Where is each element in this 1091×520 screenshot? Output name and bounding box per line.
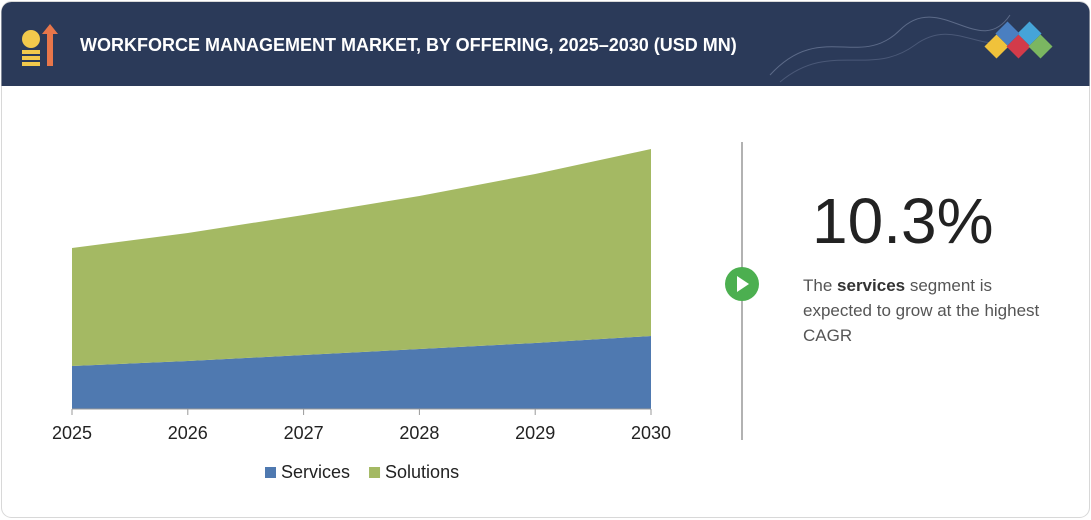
x-tick-label: 2029 (515, 423, 555, 443)
callout-text: The services segment is expected to grow… (803, 273, 1053, 348)
x-tick-label: 2025 (52, 423, 92, 443)
area (72, 336, 651, 409)
callout-text-bold: services (837, 276, 906, 295)
chart-title: WORKFORCE MANAGEMENT MARKET, BY OFFERING… (80, 35, 737, 55)
legend-swatch (265, 467, 276, 478)
header-icon (22, 24, 58, 66)
callout-value: 10.3% (812, 185, 993, 257)
x-tick-label: 2030 (631, 423, 671, 443)
area (72, 149, 651, 366)
x-tick-label: 2027 (284, 423, 324, 443)
x-tick-label: 2028 (399, 423, 439, 443)
legend-swatch (369, 467, 381, 478)
header-bar (1, 2, 1090, 86)
callout-text-part: segment is expected to grow at the highe… (803, 276, 1040, 345)
legend-label: Services (281, 462, 350, 482)
callout-text-part: The (803, 276, 838, 295)
legend-label: Solutions (385, 462, 459, 482)
x-tick-label: 2026 (168, 423, 208, 443)
header-decoration (769, 14, 1011, 76)
play-icon-arrow (737, 276, 749, 292)
